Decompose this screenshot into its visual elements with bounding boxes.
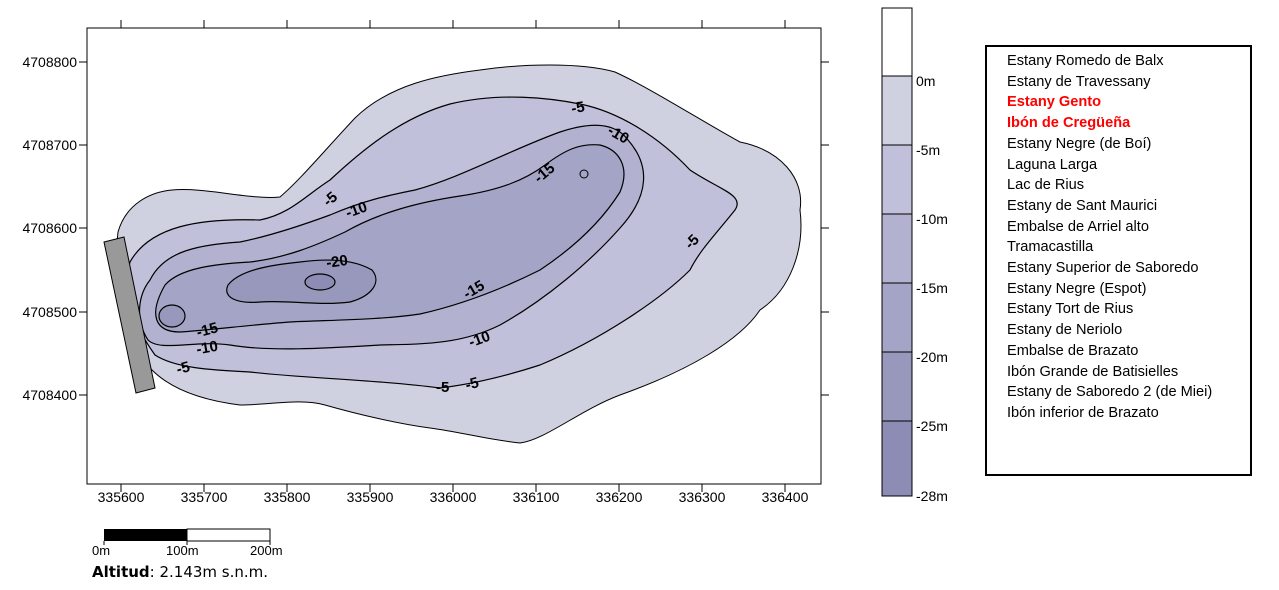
x-tick-label: 335600	[98, 489, 145, 505]
legend-item: Estany de Travessany	[1007, 73, 1151, 90]
x-tick-label: 336300	[679, 489, 726, 505]
scale-bar-black	[104, 529, 187, 541]
altitude-value: 2.143m s.n.m.	[159, 563, 269, 581]
altitude-label: Altitud	[92, 563, 150, 581]
depth-scale-label: -28m	[916, 488, 948, 504]
scale-bar-white	[186, 528, 271, 542]
scale-band-6	[881, 420, 913, 497]
legend-item: Estany Tort de Rius	[1007, 301, 1134, 318]
x-tick-label: 335700	[181, 489, 228, 505]
x-tick-label: 336200	[596, 489, 643, 505]
y-tick-label: 4708700	[22, 137, 77, 153]
deep-spot-east	[579, 169, 589, 179]
altitude-caption: Altitud: 2.143m s.n.m.	[92, 563, 268, 581]
legend-item-highlighted: Estany Gento	[1007, 94, 1102, 111]
contour-label: -10	[466, 328, 492, 351]
legend-item: Embalse de Brazato	[1007, 342, 1139, 359]
y-tick-label: 4708500	[22, 304, 77, 320]
legend-item: Estany Negre (de Boí)	[1007, 135, 1152, 152]
x-tick-label: 336100	[513, 489, 560, 505]
deep-spot-west	[158, 304, 186, 328]
scale-bar: 0m 100m 200m	[92, 528, 283, 558]
axis-ticks	[79, 20, 829, 492]
legend-item: Estany de Saboredo 2 (de Miei)	[1007, 384, 1213, 401]
legend-item: Embalse de Arriel alto	[1007, 218, 1149, 235]
depth-scale-label: -10m	[916, 211, 948, 227]
legend-item: Estany Romedo de Balx	[1007, 53, 1164, 69]
y-axis-labels: 4708800 4708700 4708600 4708500 4708400	[22, 54, 77, 403]
altitude-colon: :	[149, 563, 160, 581]
scale-bar-label: 100m	[166, 543, 199, 558]
lake-legend: Estany Romedo de Balx Estany de Travessa…	[985, 45, 1252, 476]
legend-item: Estany Negre (Espot)	[1007, 280, 1147, 297]
legend-item: Ibón Grande de Batisielles	[1007, 363, 1179, 380]
depth-scale-label: -15m	[916, 280, 948, 296]
legend-item: Estany de Neriolo	[1007, 322, 1123, 339]
legend-item: Ibón inferior de Brazato	[1007, 404, 1159, 421]
scale-bar-label: 0m	[92, 543, 110, 558]
legend-item: Estany Superior de Saboredo	[1007, 260, 1199, 277]
y-tick-label: 4708600	[22, 220, 77, 236]
contour-label: -20	[325, 252, 349, 272]
legend-item-highlighted: Ibón de Cregüeña	[1007, 115, 1131, 132]
contour-label: -15	[195, 319, 220, 341]
depth-color-scale: 0m -5m -10m -15m -20m -25m -28m	[881, 7, 948, 504]
legend-item: Estany de Sant Maurici	[1007, 197, 1158, 214]
lake-area-20-25	[226, 259, 377, 304]
dam-wall	[103, 236, 156, 394]
scale-band-5	[881, 351, 913, 422]
scale-band-3	[881, 213, 913, 284]
depth-scale-label: 0m	[916, 73, 935, 89]
contour-label: -5	[570, 98, 586, 117]
scale-band-0	[881, 7, 913, 77]
contour-label: -10	[195, 338, 219, 359]
x-tick-label: 336000	[430, 489, 477, 505]
scale-band-2	[881, 144, 913, 215]
contour-label: -5	[175, 358, 192, 378]
contour-label: -10	[343, 198, 369, 221]
deep-spot-center	[304, 273, 336, 291]
scale-bar-label: 200m	[250, 543, 283, 558]
contour-label: -5	[463, 374, 480, 394]
x-tick-label: 335900	[347, 489, 394, 505]
depth-scale-label: -5m	[916, 142, 940, 158]
legend-item: Laguna Larga	[1007, 156, 1098, 173]
scale-band-1	[881, 75, 913, 146]
x-axis-labels: 335600 335700 335800 335900 336000 33610…	[98, 489, 809, 505]
contour-label: -5	[436, 379, 449, 396]
x-tick-label: 335800	[264, 489, 311, 505]
legend-item: Tramacastilla	[1007, 239, 1094, 256]
y-tick-label: 4708400	[22, 387, 77, 403]
x-tick-label: 336400	[762, 489, 809, 505]
y-tick-label: 4708800	[22, 54, 77, 70]
scale-band-4	[881, 282, 913, 353]
depth-scale-label: -25m	[916, 418, 948, 434]
depth-scale-label: -20m	[916, 349, 948, 365]
legend-item: Lac de Rius	[1007, 177, 1085, 194]
